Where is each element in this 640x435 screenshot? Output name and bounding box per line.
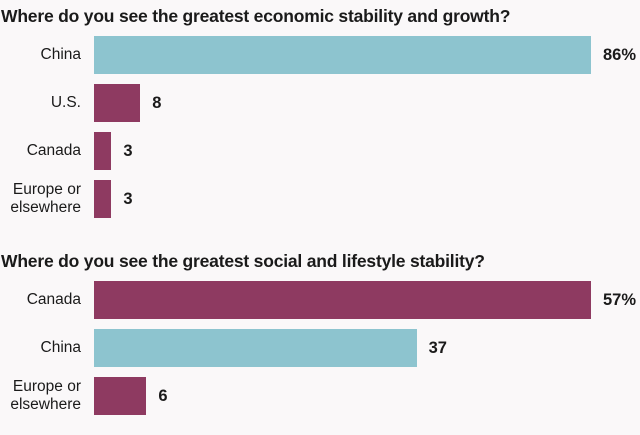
bar-row: Canada 57% xyxy=(1,281,640,319)
bar-category-label: Europe or elsewhere xyxy=(10,377,81,413)
bar-category-label: Canada xyxy=(26,141,81,159)
bar-row: Canada 3 xyxy=(1,132,640,170)
bar-row: Europe or elsewhere 6 xyxy=(1,377,640,415)
bar-value-label: 6 xyxy=(158,386,168,405)
bar-value-label: 3 xyxy=(123,189,133,208)
bar-category-label: Europe or elsewhere xyxy=(10,180,81,216)
bar xyxy=(94,329,417,367)
chart-economic-stability: Where do you see the greatest economic s… xyxy=(1,5,640,218)
bar xyxy=(94,377,147,415)
chart-social-stability: Where do you see the greatest social and… xyxy=(1,250,640,415)
bar-category-label: U.S. xyxy=(50,93,81,111)
chart-rows-social: Canada 57% China 37 Europe or elsewhere 6 xyxy=(1,281,640,415)
bar-category-label: China xyxy=(40,45,82,63)
bar-category-label: China xyxy=(40,338,82,356)
bar-category-label: Canada xyxy=(26,290,81,308)
bar-row: China 86% xyxy=(1,36,640,74)
bar xyxy=(94,281,591,319)
bar-value-label: 57% xyxy=(603,290,637,309)
bar xyxy=(94,180,112,218)
bar-value-label: 8 xyxy=(152,93,162,112)
chart-title-economic: Where do you see the greatest economic s… xyxy=(1,6,511,26)
bar-value-label: 3 xyxy=(123,141,133,160)
bar-row: China 37 xyxy=(1,329,640,367)
bar xyxy=(94,84,141,122)
bar-row: U.S. 8 xyxy=(1,84,640,122)
bar xyxy=(94,132,112,170)
chart-title-social: Where do you see the greatest social and… xyxy=(1,251,485,271)
bar-value-label: 37 xyxy=(428,338,447,357)
bar-value-label: 86% xyxy=(603,45,637,64)
bar xyxy=(94,36,591,74)
bar-row: Europe or elsewhere 3 xyxy=(1,180,640,218)
chart-rows-economic: China 86% U.S. 8 Canada 3 Europe or elsewhere 3 xyxy=(1,36,640,218)
